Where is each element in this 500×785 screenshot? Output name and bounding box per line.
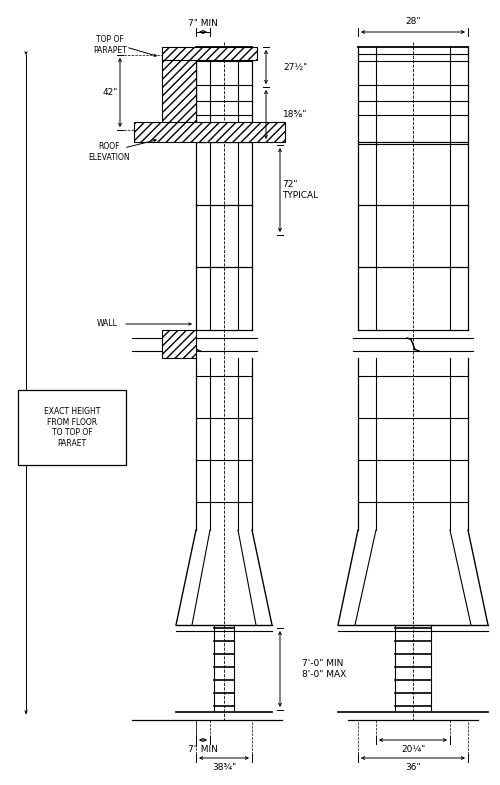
Text: WALL: WALL bbox=[96, 319, 117, 328]
Text: 7'-0" MIN
8'-0" MAX: 7'-0" MIN 8'-0" MAX bbox=[302, 659, 346, 679]
Text: 38¾": 38¾" bbox=[212, 762, 236, 772]
Text: 36": 36" bbox=[405, 762, 421, 772]
Text: 42": 42" bbox=[102, 88, 118, 97]
Bar bbox=[134, 122, 285, 142]
Text: ROOF
ELEVATION: ROOF ELEVATION bbox=[88, 142, 130, 162]
Text: EXACT HEIGHT
FROM FLOOR
TO TOP OF
PARAET: EXACT HEIGHT FROM FLOOR TO TOP OF PARAET bbox=[44, 407, 100, 447]
Text: 28": 28" bbox=[405, 17, 421, 27]
Bar bbox=[162, 47, 257, 60]
Text: 20¼": 20¼" bbox=[401, 744, 425, 754]
Bar bbox=[18, 390, 126, 465]
Text: 7" MIN: 7" MIN bbox=[188, 744, 218, 754]
Bar bbox=[162, 330, 196, 358]
Bar bbox=[162, 55, 196, 130]
Text: 7" MIN: 7" MIN bbox=[188, 19, 218, 27]
Text: 72"
TYPICAL: 72" TYPICAL bbox=[282, 181, 318, 199]
Text: 18⅝": 18⅝" bbox=[283, 110, 308, 119]
Text: TOP OF
PARAPET: TOP OF PARAPET bbox=[93, 35, 127, 55]
Text: 27½": 27½" bbox=[283, 63, 307, 71]
